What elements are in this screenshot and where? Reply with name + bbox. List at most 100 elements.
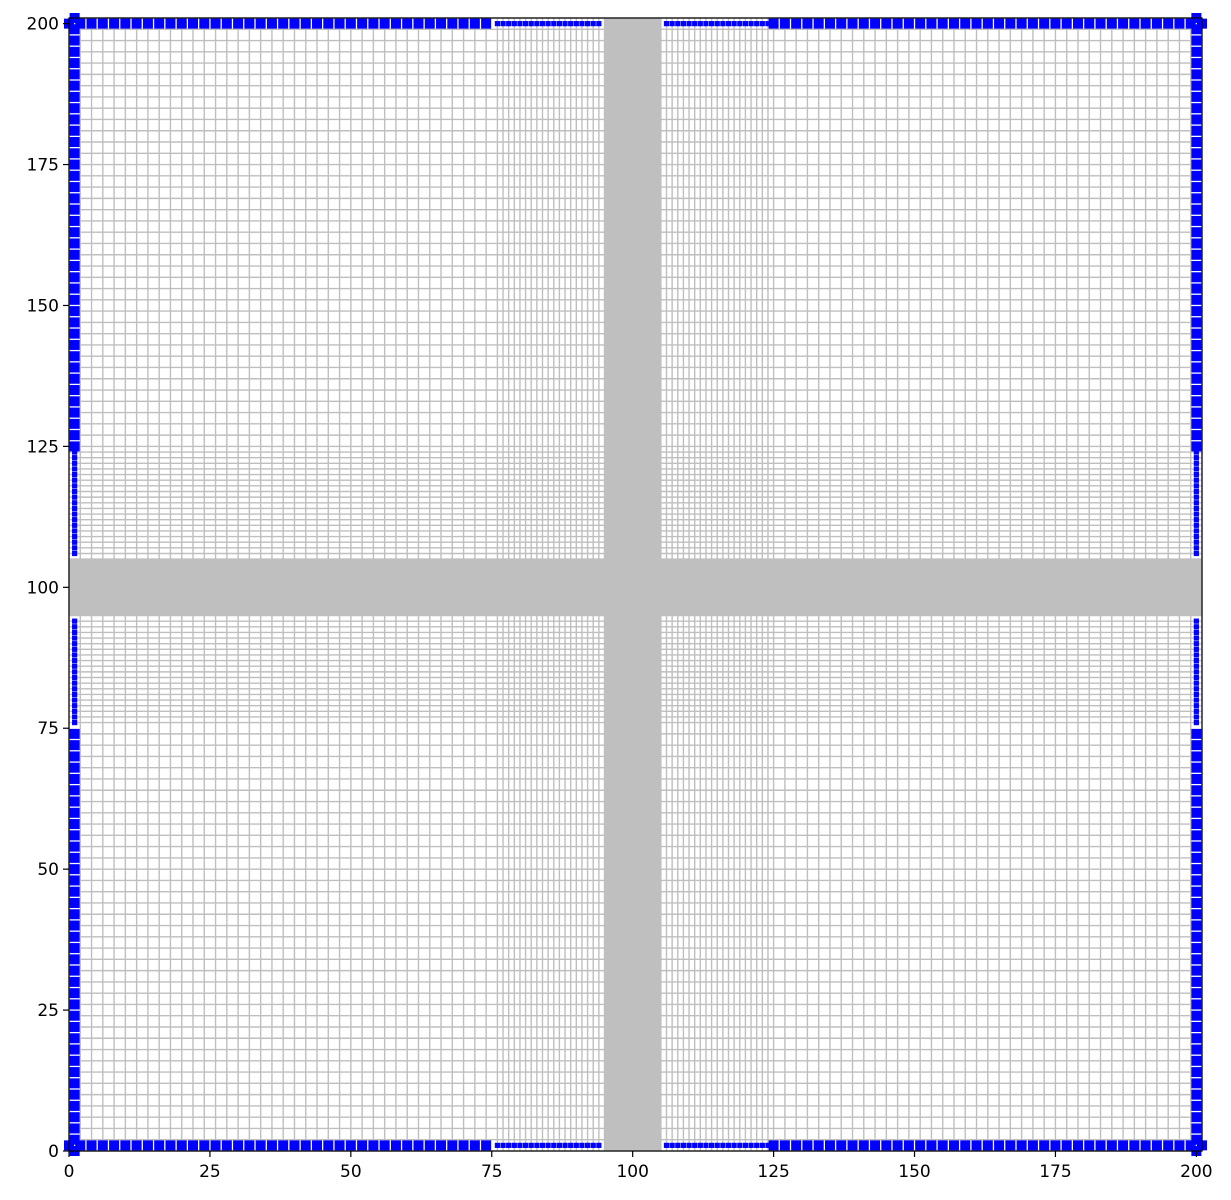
boundary-node-bottom [233,1140,244,1151]
boundary-node-bottom [120,1140,131,1151]
boundary-node-bottom [131,1140,142,1151]
boundary-node-left [69,1033,80,1044]
boundary-node-right [1193,691,1199,698]
boundary-node-left [72,618,78,624]
boundary-node-bottom [836,1140,847,1151]
boundary-node-left [72,483,78,489]
boundary-node-bottom [858,1140,869,1151]
boundary-node-bottom [590,1142,596,1148]
boundary-node-bottom [323,1140,334,1151]
boundary-node-left [69,897,80,908]
boundary-node-left [69,920,80,931]
boundary-node-bottom [708,1142,715,1148]
boundary-node-right [1191,396,1202,407]
boundary-node-top [176,18,187,29]
boundary-node-right [1191,1089,1202,1100]
boundary-node-left [69,931,80,942]
boundary-node-right [1191,920,1202,931]
boundary-node-top [413,18,424,29]
boundary-node-bottom [737,1142,743,1148]
boundary-node-right [1193,500,1199,506]
boundary-node-right [1193,533,1199,540]
boundary-node-top [802,18,813,29]
boundary-node-left [69,362,80,373]
boundary-node-bottom [1061,1140,1072,1151]
boundary-node-top [1163,18,1174,29]
boundary-node-bottom [697,1142,703,1148]
x-tick-label: 75 [481,1162,503,1182]
boundary-node-top [97,18,108,29]
boundary-node-top [500,21,506,27]
boundary-node-top [469,18,480,29]
boundary-node-right [1191,328,1202,339]
boundary-node-bottom [539,1142,546,1148]
boundary-node-left [69,261,80,272]
boundary-node-bottom [1072,1140,1083,1151]
boundary-node-bottom [915,1140,926,1151]
boundary-node-left [69,875,80,886]
boundary-node-left [72,691,78,698]
boundary-node-left [69,999,80,1010]
boundary-node-right [1191,418,1202,429]
boundary-node-top [669,21,675,27]
boundary-node-top [948,18,959,29]
boundary-node-left [72,449,78,455]
boundary-node-left [72,539,78,545]
boundary-node-left [69,807,80,818]
boundary-node-top [1016,18,1027,29]
boundary-node-top [1106,18,1117,29]
boundary-node-right [1191,306,1202,317]
boundary-node-top [915,18,926,29]
boundary-node-left [72,629,78,636]
boundary-node-top [994,18,1005,29]
plot-area [64,13,1207,1156]
boundary-node-bottom [176,1140,187,1151]
boundary-node-top [278,18,289,29]
boundary-node-top [737,21,743,27]
boundary-node-left [69,909,80,920]
boundary-node-top [714,21,720,27]
boundary-node-bottom [447,1140,458,1151]
y-tick-label: 25 [37,1001,59,1021]
boundary-node-top [424,18,435,29]
boundary-node-top [436,18,447,29]
boundary-node-bottom [413,1140,424,1151]
boundary-node-right [1193,686,1199,692]
boundary-node-top [494,21,500,27]
boundary-node-bottom [244,1140,255,1151]
boundary-node-bottom [596,1142,602,1148]
boundary-node-bottom [742,1142,749,1148]
boundary-node-top [1061,18,1072,29]
boundary-node-bottom [748,1142,754,1148]
boundary-node-right [1191,796,1202,807]
boundary-node-left [69,148,80,159]
boundary-node-left [69,988,80,999]
boundary-node-left [69,170,80,181]
y-tick-label: 175 [27,156,59,176]
boundary-node-bottom [154,1140,165,1151]
boundary-node-top [926,18,937,29]
boundary-node-top [1118,18,1129,29]
boundary-node-left [72,471,78,478]
boundary-node-left [69,215,80,226]
boundary-node-top [596,21,602,27]
boundary-node-bottom [379,1140,390,1151]
boundary-node-top [847,18,858,29]
boundary-node-right [1193,646,1199,652]
boundary-node-top [568,21,574,27]
boundary-node-bottom [870,1140,881,1151]
boundary-node-left [69,328,80,339]
boundary-node-right [1193,708,1199,714]
boundary-node-right [1191,385,1202,396]
boundary-node-bottom [1005,1140,1016,1151]
boundary-node-bottom [824,1140,835,1151]
boundary-node-top [731,21,737,27]
boundary-node-top [663,21,670,27]
boundary-node-bottom [584,1142,591,1148]
boundary-node-right [1191,1067,1202,1078]
boundary-node-left [69,965,80,976]
boundary-node-top [584,21,591,27]
boundary-node-bottom [109,1140,120,1151]
boundary-node-bottom [266,1140,277,1151]
